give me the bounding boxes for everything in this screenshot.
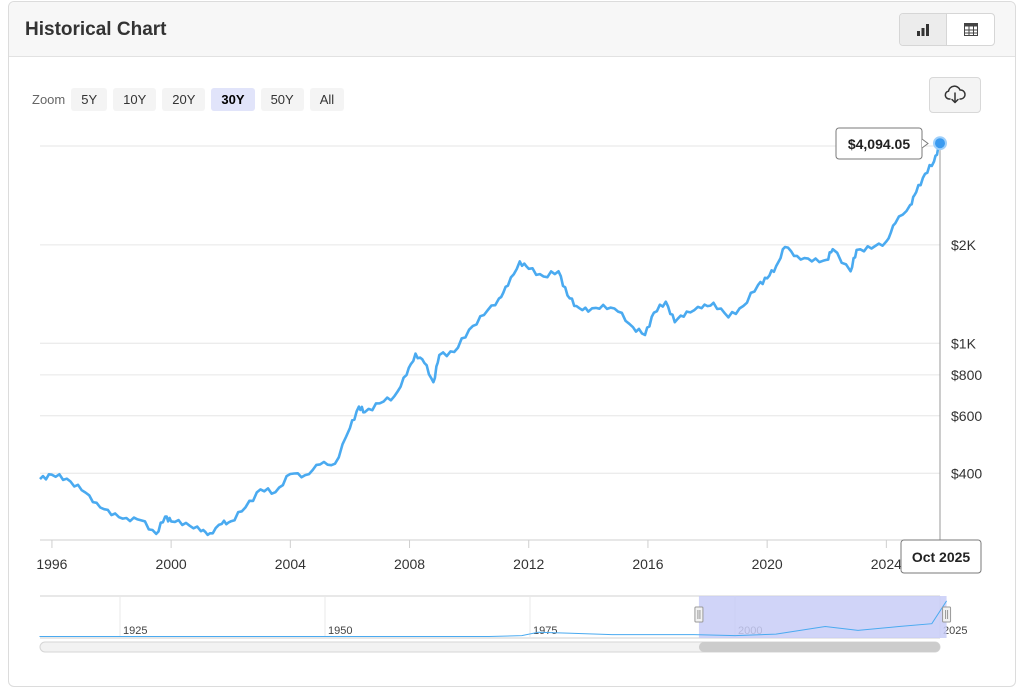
x-tick-label: 2020	[752, 556, 783, 572]
zoom-label: Zoom	[32, 92, 66, 107]
zoom-10y-button[interactable]: 10Y	[113, 88, 157, 111]
navigator-selection	[698, 596, 947, 638]
y-tick-label: $400	[951, 465, 982, 481]
y-tick-label: $600	[951, 408, 982, 424]
zoom-30y-button[interactable]: 30Y	[211, 88, 255, 111]
cloud-download-icon	[944, 85, 966, 104]
navigator-year-label: 1975	[533, 625, 557, 637]
x-tick-label: 2016	[632, 556, 663, 572]
x-tick-label: 2012	[513, 556, 544, 572]
bar-chart-icon	[917, 23, 929, 36]
navigator-year-label: 1925	[123, 625, 147, 637]
x-tick-label: 2024	[871, 556, 902, 572]
zoom-bar: Zoom 5Y 10Y 20Y 30Y 50Y All	[32, 88, 350, 111]
date-tooltip-text: Oct 2025	[912, 549, 971, 565]
date-tooltip-box	[900, 539, 982, 574]
download-button[interactable]	[929, 77, 981, 113]
zoom-all-button[interactable]: All	[309, 88, 345, 111]
last-point-marker	[933, 136, 947, 151]
view-toggle	[899, 13, 995, 46]
price-line	[39, 142, 942, 537]
table-icon	[963, 23, 978, 36]
value-tooltip-arrow	[921, 138, 929, 149]
value-tooltip: $4,094.05	[835, 127, 929, 160]
x-tick-label: 2004	[275, 556, 306, 572]
x-tick-label: 2000	[156, 556, 187, 572]
card-header: Historical Chart	[9, 2, 1015, 57]
y-tick-label: $800	[951, 367, 982, 383]
zoom-5y-button[interactable]: 5Y	[71, 88, 108, 111]
y-tick-label: $2K	[951, 237, 977, 253]
navigator-left-handle[interactable]	[694, 606, 704, 623]
scrollbar-thumb[interactable]	[698, 642, 940, 652]
chart-view-button[interactable]	[900, 14, 948, 45]
navigator-year-label: 2025	[943, 625, 967, 637]
navigator-line	[39, 600, 948, 637]
table-view-button[interactable]	[947, 14, 994, 45]
navigator-right-handle[interactable]	[942, 606, 952, 623]
y-tick-label: $1K	[951, 335, 977, 351]
x-tick-label: 2008	[394, 556, 425, 572]
historical-chart-card: Historical Chart	[8, 1, 1016, 687]
x-tick-label: 1996	[36, 556, 67, 572]
navigator-year-label: 1950	[328, 625, 352, 637]
zoom-20y-button[interactable]: 20Y	[162, 88, 206, 111]
card-title: Historical Chart	[25, 19, 167, 40]
date-tooltip: Oct 2025	[900, 539, 982, 574]
value-tooltip-text: $4,094.05	[848, 136, 910, 152]
zoom-50y-button[interactable]: 50Y	[260, 88, 304, 111]
